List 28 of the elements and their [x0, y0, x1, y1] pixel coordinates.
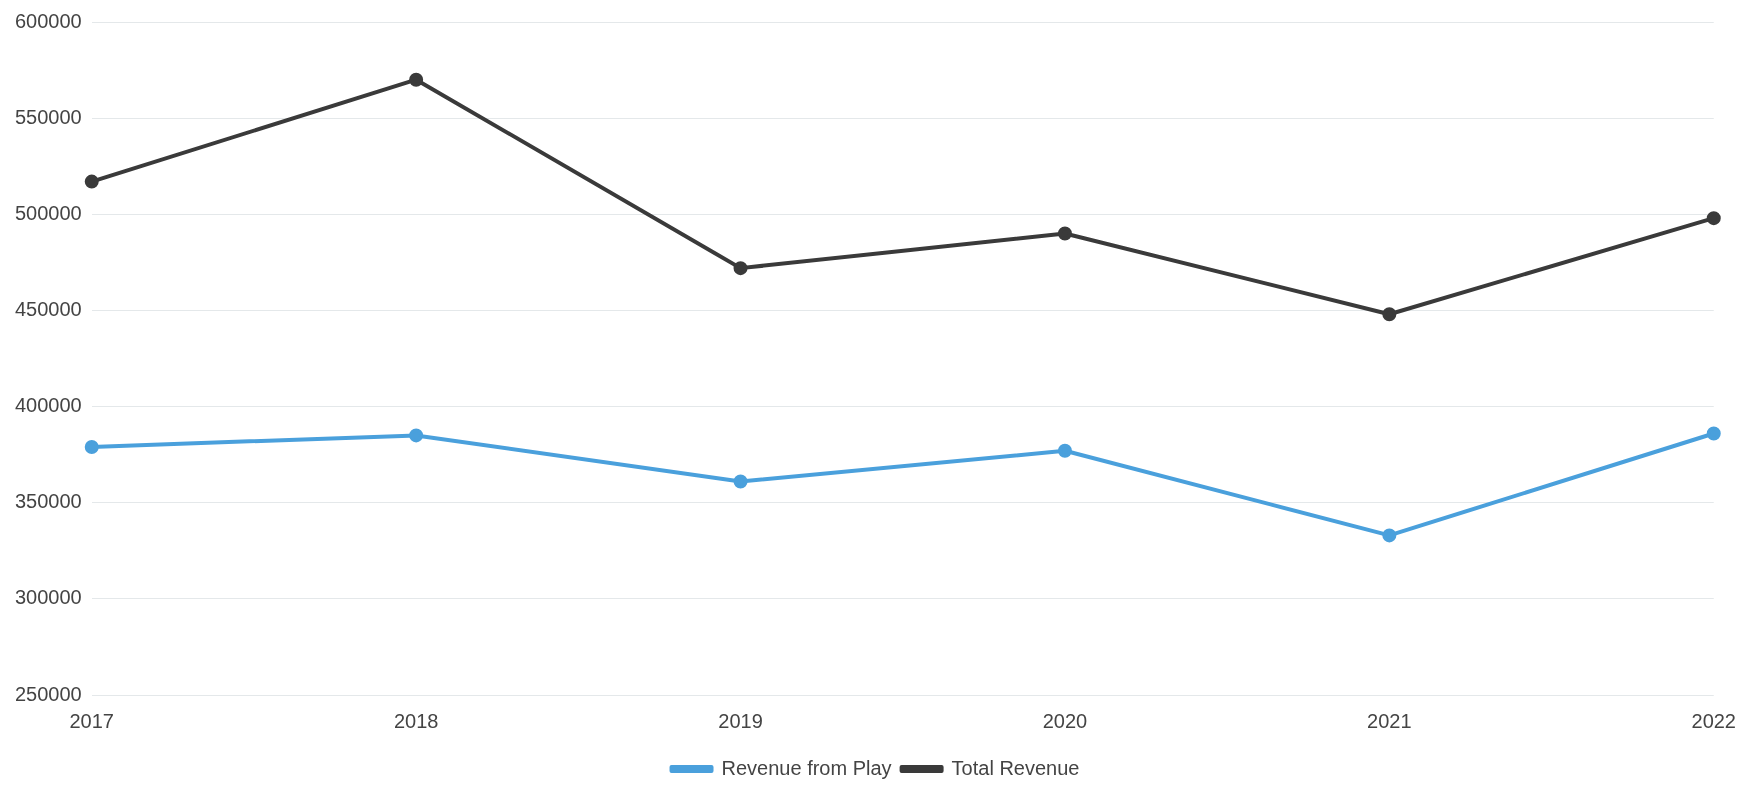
x-tick-label: 2021: [1367, 709, 1412, 732]
point: [733, 261, 748, 276]
y-tick-label: 550000: [14, 105, 82, 128]
point: [1057, 226, 1072, 241]
y-tick-label: 400000: [14, 394, 82, 417]
legend-label: Total Revenue: [951, 756, 1080, 779]
point: [1706, 426, 1721, 441]
x-tick-label: 2017: [69, 709, 114, 732]
x-tick-label: 2019: [718, 709, 763, 732]
x-tick-label: 2020: [1042, 709, 1088, 732]
point: [84, 439, 99, 454]
point: [1382, 528, 1397, 543]
x-tick-label: 2018: [393, 709, 439, 732]
y-tick-label: 600000: [14, 9, 82, 32]
point: [84, 174, 99, 189]
y-tick-label: 250000: [14, 682, 82, 705]
y-tick-label: 500000: [14, 201, 82, 224]
point: [1382, 307, 1397, 322]
y-tick-label: 350000: [14, 490, 82, 513]
point: [1057, 443, 1072, 458]
x-tick-label: 2022: [1691, 709, 1736, 732]
y-tick-label: 300000: [14, 586, 82, 609]
point: [733, 474, 748, 489]
point: [409, 428, 424, 443]
point: [409, 72, 424, 87]
legend-label: Revenue from Play: [721, 756, 892, 779]
point: [1706, 211, 1721, 226]
y-tick-label: 450000: [14, 297, 82, 320]
